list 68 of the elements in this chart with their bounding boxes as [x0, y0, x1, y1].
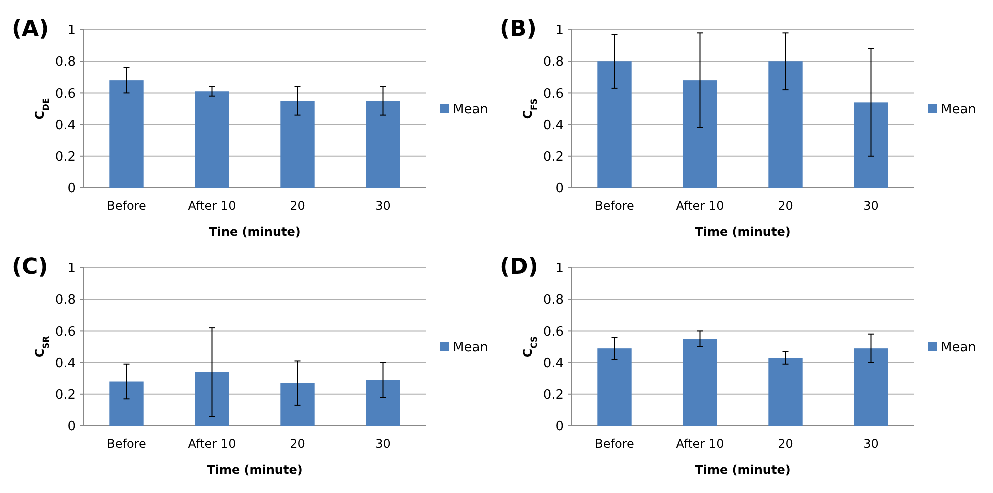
x-tick-label: Before: [107, 199, 146, 213]
x-tick-label: 20: [778, 199, 794, 213]
chart-title: (A): [12, 17, 50, 42]
bar: [366, 380, 400, 426]
x-tick-label: 30: [864, 199, 879, 213]
legend-label: Mean: [453, 102, 488, 118]
x-tick-label: Before: [107, 437, 146, 451]
y-tick-label: 0: [68, 420, 76, 435]
legend-label: Mean: [941, 102, 976, 118]
y-tick-label: 0.6: [55, 86, 76, 102]
bar: [598, 348, 632, 426]
bar: [110, 80, 144, 188]
y-tick-label: 0.4: [55, 118, 76, 134]
x-axis-title: Tine (minute): [209, 225, 301, 239]
bar: [683, 339, 718, 426]
chart-title: (B): [500, 17, 537, 42]
y-tick-label: 0: [556, 420, 564, 435]
y-tick-label: 0.8: [543, 293, 564, 308]
y-tick-label: 1: [556, 24, 564, 39]
y-tick-label: 0.8: [55, 55, 76, 70]
x-axis-title: Time (minute): [695, 225, 791, 239]
y-tick-label: 1: [68, 24, 76, 39]
y-tick-label: 0.6: [543, 86, 564, 102]
bar: [854, 348, 888, 426]
bar: [280, 101, 315, 188]
bar: [768, 358, 803, 426]
x-tick-label: After 10: [676, 199, 724, 213]
legend-label: Mean: [453, 340, 488, 356]
bar: [768, 62, 803, 188]
y-tick-label: 0: [68, 182, 76, 197]
y-tick-label: 1: [68, 262, 76, 277]
x-tick-label: After 10: [188, 199, 236, 213]
x-tick-label: After 10: [188, 437, 236, 451]
y-tick-label: 0.2: [543, 150, 564, 165]
chart-title: (C): [12, 255, 48, 280]
y-tick-label: 0.6: [55, 324, 76, 340]
x-tick-label: 30: [376, 437, 391, 451]
x-axis-title: Time (minute): [207, 463, 303, 477]
x-tick-label: 20: [290, 199, 306, 213]
bar: [280, 383, 315, 426]
bar: [195, 92, 230, 188]
y-tick-label: 0.8: [543, 55, 564, 70]
y-tick-label: 0.4: [543, 356, 564, 372]
x-tick-label: Before: [595, 437, 634, 451]
x-tick-label: After 10: [676, 437, 724, 451]
bar: [598, 62, 632, 188]
y-tick-label: 0.4: [55, 356, 76, 372]
x-axis-title: Time (minute): [695, 463, 791, 477]
x-tick-label: 30: [376, 199, 391, 213]
bar: [195, 372, 230, 426]
legend-label: Mean: [941, 340, 976, 356]
x-tick-label: 30: [864, 437, 879, 451]
bar: [366, 101, 400, 188]
y-tick-label: 1: [556, 262, 564, 277]
y-tick-label: 0.4: [543, 118, 564, 134]
bar: [854, 102, 888, 188]
y-tick-label: 0.2: [55, 150, 76, 165]
x-tick-label: Before: [595, 199, 634, 213]
y-tick-label: 0.2: [55, 388, 76, 403]
y-tick-label: 0.2: [543, 388, 564, 403]
chart-title: (D): [500, 255, 538, 280]
bar: [110, 382, 144, 426]
x-tick-label: 20: [778, 437, 794, 451]
y-tick-label: 0: [556, 182, 564, 197]
bar: [683, 80, 718, 188]
y-tick-label: 0.8: [55, 293, 76, 308]
x-tick-label: 20: [290, 437, 306, 451]
y-tick-label: 0.6: [543, 324, 564, 340]
